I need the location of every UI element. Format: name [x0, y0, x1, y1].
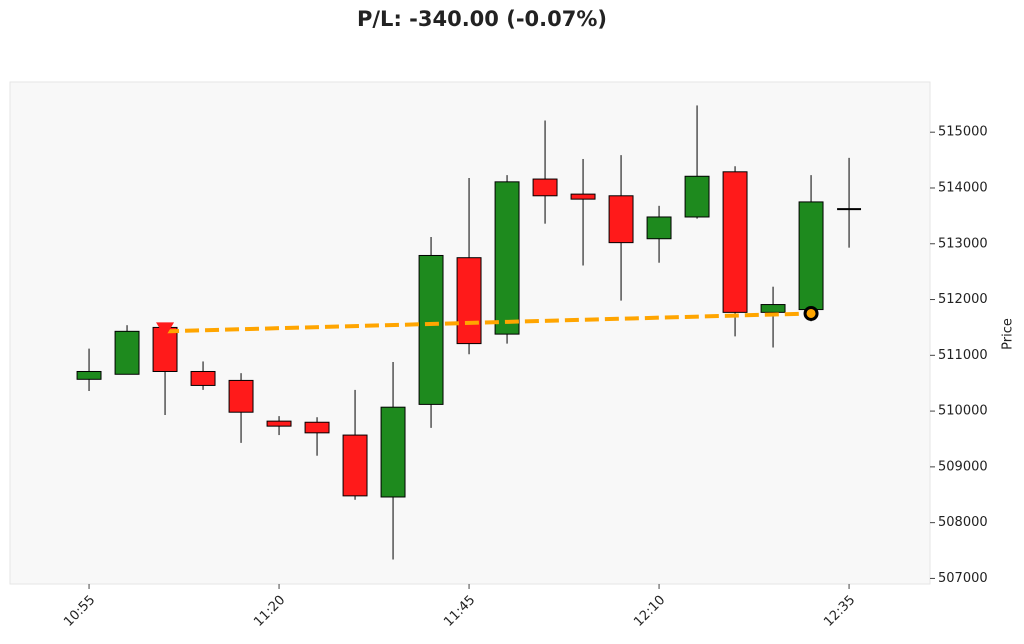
y-tick-label: 513000 [938, 236, 988, 251]
candle-body [114, 330, 140, 375]
candle-body [190, 370, 216, 386]
y-tick-label: 512000 [938, 292, 988, 307]
candle-body [608, 195, 634, 244]
x-tick-label: 12:10 [631, 593, 668, 630]
candle-body [722, 171, 748, 313]
candle-body [456, 257, 482, 345]
chart-title: P/L: -340.00 (-0.07%) [357, 7, 607, 31]
x-tick-label: 10:55 [61, 593, 98, 630]
candle-body [532, 178, 558, 197]
candle-body [798, 201, 824, 311]
y-axis-label: Price [1001, 318, 1016, 350]
y-tick-label: 508000 [938, 515, 988, 530]
y-tick-label: 507000 [938, 571, 988, 586]
candle-body [646, 216, 672, 240]
exit-marker [803, 305, 819, 321]
x-tick-label: 11:45 [441, 593, 478, 630]
candle-body [266, 420, 292, 427]
candle-body [494, 181, 520, 335]
y-tick-label: 511000 [938, 348, 988, 363]
x-tick-label: 12:35 [821, 593, 858, 630]
candle-body [228, 379, 254, 413]
y-tick-label: 515000 [938, 125, 988, 140]
trade-line [164, 311, 812, 334]
candle-body [304, 421, 330, 434]
y-tick-label: 514000 [938, 180, 988, 195]
candle-body [760, 304, 786, 313]
candle-body [76, 370, 102, 380]
x-tick-label: 11:20 [251, 593, 288, 630]
candle-body [342, 434, 368, 497]
candle-body [380, 406, 406, 498]
candle-body [684, 175, 710, 218]
y-tick-label: 509000 [938, 459, 988, 474]
y-tick-label: 510000 [938, 404, 988, 419]
entry-marker [156, 322, 175, 338]
candle-body [570, 193, 596, 200]
candle-body [418, 254, 444, 405]
